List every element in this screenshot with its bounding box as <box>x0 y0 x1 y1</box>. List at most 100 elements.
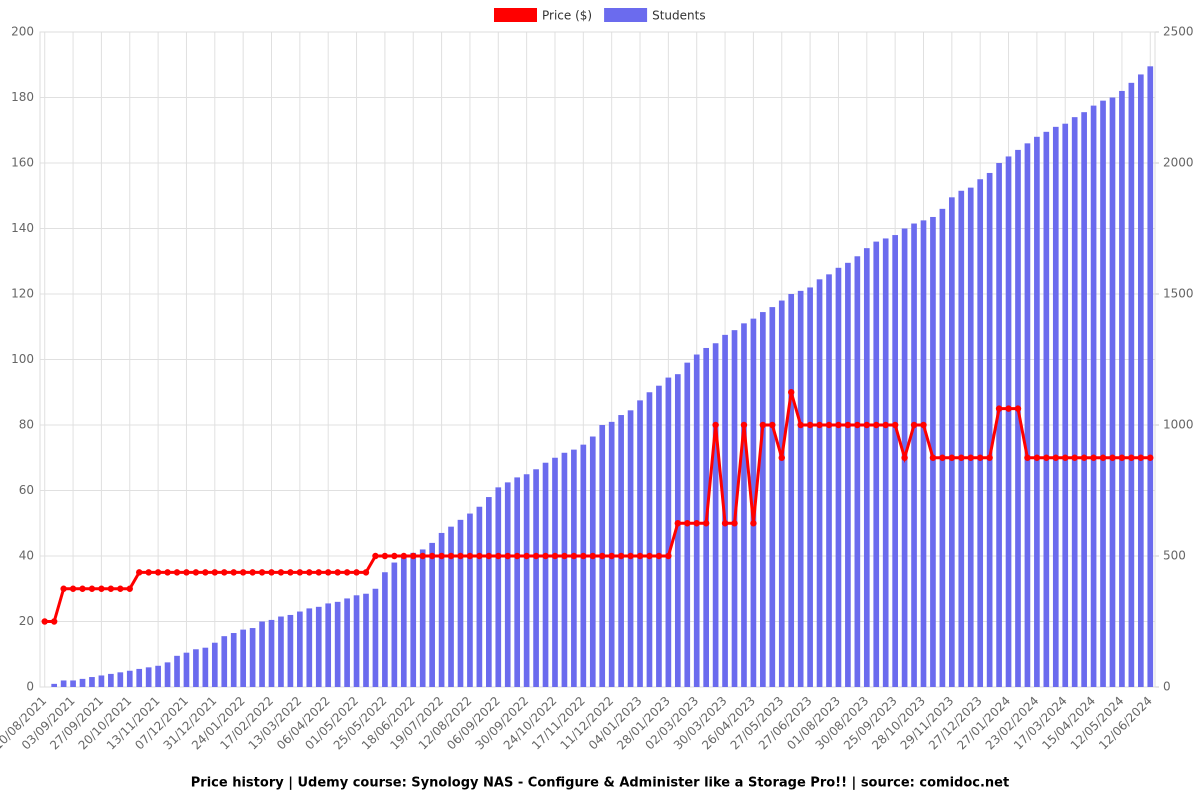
bar <box>1052 126 1059 688</box>
bar <box>419 549 426 687</box>
bar <box>1015 149 1021 687</box>
price-point <box>485 552 493 560</box>
price-point <box>202 569 209 576</box>
bar <box>797 290 804 687</box>
bar <box>1109 97 1116 687</box>
price-point <box>277 569 285 576</box>
price-point <box>778 454 785 461</box>
price-point <box>410 552 417 560</box>
price-point <box>882 421 889 429</box>
price-point <box>854 421 861 429</box>
bar <box>221 636 228 687</box>
price-point <box>1062 454 1069 461</box>
price-point <box>315 569 322 576</box>
bar <box>1147 66 1154 687</box>
price-point <box>769 421 776 429</box>
y-tick-label: 100 <box>11 352 34 366</box>
price-point <box>268 569 275 576</box>
price-point <box>967 454 974 461</box>
price-point <box>674 520 682 527</box>
bar <box>438 532 445 687</box>
bar <box>533 469 539 687</box>
price-point <box>636 552 644 560</box>
price-point <box>580 552 587 560</box>
price-point <box>1024 454 1031 461</box>
price-point <box>693 520 700 527</box>
bar <box>259 621 265 687</box>
bar <box>1034 136 1040 688</box>
bar <box>571 449 577 687</box>
price-point <box>929 454 937 461</box>
price-point <box>1033 454 1041 461</box>
price-point <box>457 552 464 560</box>
bar <box>967 187 974 688</box>
price-point <box>343 569 351 576</box>
bar <box>750 318 757 687</box>
y2-tick-label: 1000 <box>1163 418 1194 432</box>
bar <box>542 462 549 687</box>
price-point <box>1128 454 1135 461</box>
bar <box>1137 74 1144 688</box>
price-point <box>759 421 767 429</box>
price-point <box>447 552 455 560</box>
bar <box>741 323 747 687</box>
bar <box>70 680 76 687</box>
bar <box>467 513 473 687</box>
bar <box>1090 105 1097 687</box>
price-point <box>901 454 908 461</box>
bar <box>863 248 870 687</box>
price-point <box>684 520 691 527</box>
price-point <box>1099 454 1107 461</box>
legend-label: Price ($) <box>542 9 592 23</box>
price-point <box>1090 454 1097 461</box>
price-point <box>60 585 67 592</box>
price-line <box>44 391 1151 623</box>
bar <box>618 415 624 687</box>
bar <box>911 223 917 687</box>
price-point <box>306 569 313 576</box>
bar <box>778 300 785 687</box>
y2-tick-label: 0 <box>1163 680 1171 694</box>
bar <box>977 179 984 687</box>
bar <box>920 220 927 688</box>
chart-title: Price history | Udemy course: Synology N… <box>191 776 1009 791</box>
price-point <box>183 569 190 576</box>
price-point <box>844 421 852 429</box>
bar <box>1100 100 1106 688</box>
bar <box>1071 117 1078 687</box>
bar <box>448 526 454 687</box>
price-point <box>788 389 795 396</box>
price-point <box>797 421 804 429</box>
price-point <box>702 520 710 527</box>
price-point <box>334 569 341 576</box>
bar <box>145 667 152 687</box>
price-point <box>873 421 880 429</box>
y2-tick-label: 1500 <box>1163 287 1194 301</box>
legend-swatch <box>604 8 648 22</box>
y-tick-label: 20 <box>19 614 34 628</box>
price-point <box>1014 405 1022 412</box>
bar <box>552 457 558 687</box>
price-point <box>939 454 946 461</box>
bar <box>391 562 398 687</box>
price-point <box>287 569 294 576</box>
plot-border <box>39 31 1156 688</box>
price-point <box>391 552 398 560</box>
bar <box>155 665 161 687</box>
price-point <box>381 552 389 560</box>
bar <box>98 675 105 687</box>
price-point <box>1052 454 1059 461</box>
price-point <box>920 421 927 429</box>
bar <box>504 482 511 687</box>
bar <box>344 598 350 687</box>
bar <box>1005 156 1012 687</box>
y-tick-label: 120 <box>11 287 34 301</box>
bar <box>760 312 766 687</box>
price-point <box>504 552 511 560</box>
y2-tick-label: 500 <box>1163 549 1186 563</box>
price-point <box>136 569 143 576</box>
price-point <box>362 569 370 576</box>
bar <box>1081 112 1087 687</box>
bar <box>892 235 898 688</box>
bar <box>136 668 143 687</box>
